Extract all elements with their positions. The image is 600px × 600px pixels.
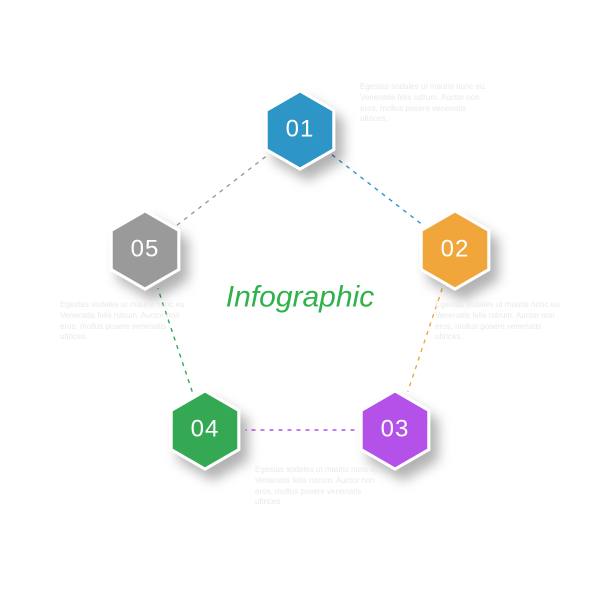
placeholder-text: Egestas sodales ut mauris nunc eu. Venen… [60, 300, 195, 343]
connector-line [177, 155, 268, 225]
hex-number: 04 [191, 415, 220, 443]
hex-number: 01 [286, 115, 315, 143]
connector-line [332, 155, 423, 225]
infographic-stage: Infographic 01 02 03 04 05 Egestas sodales ut… [0, 0, 600, 600]
hex-node-03: 03 [356, 391, 434, 469]
hex-number: 05 [131, 235, 160, 263]
hex-node-01: 01 [261, 91, 339, 169]
placeholder-text: Egestas sodales ut mauris nunc eu. Venen… [360, 82, 495, 125]
placeholder-text: Egestas sodales ut mauris nunc eu. Venen… [435, 300, 570, 343]
center-title: Infographic [226, 280, 374, 314]
hex-number: 03 [381, 415, 410, 443]
placeholder-text: Egestas sodales ut mauris nunc eu. Venen… [255, 465, 390, 508]
hex-number: 02 [441, 235, 470, 263]
hex-node-02: 02 [416, 211, 494, 289]
hex-node-05: 05 [106, 211, 184, 289]
hex-node-04: 04 [166, 391, 244, 469]
